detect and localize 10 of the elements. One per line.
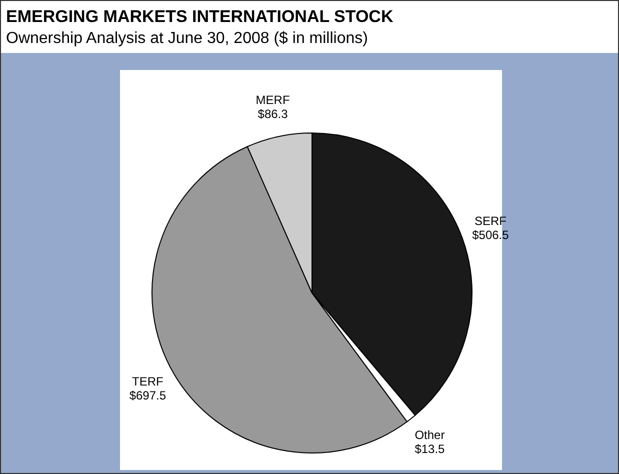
slice-label: SERF [474,214,506,228]
data-label: $506.5 [472,228,510,242]
data-label: $13.5 [414,442,446,456]
slice-label: MERF [256,93,290,108]
chart-subtitle: Ownership Analysis at June 30, 2008 ($ in millions) [6,30,368,47]
slice-label: TERF [132,374,164,388]
data-label: $86.3 [258,107,288,122]
chart-title: EMERGING MARKETS INTERNATIONAL STOCK [6,7,394,26]
data-label: $697.5 [129,388,166,402]
slice-label: Other [414,428,445,442]
